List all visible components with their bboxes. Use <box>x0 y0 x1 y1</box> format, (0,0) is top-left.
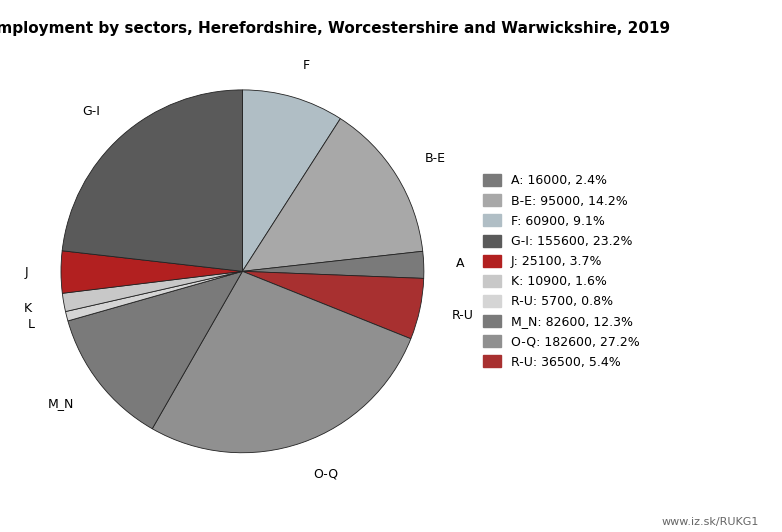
Wedge shape <box>242 119 423 271</box>
Wedge shape <box>68 271 242 429</box>
Text: B-E: B-E <box>425 152 445 165</box>
Text: M_N: M_N <box>48 397 74 410</box>
Wedge shape <box>242 90 340 271</box>
Wedge shape <box>61 251 242 293</box>
Text: J: J <box>25 265 28 279</box>
Text: Employment by sectors, Herefordshire, Worcestershire and Warwickshire, 2019: Employment by sectors, Herefordshire, Wo… <box>0 21 670 36</box>
Text: A: A <box>457 257 465 270</box>
Wedge shape <box>66 271 242 321</box>
Legend: A: 16000, 2.4%, B-E: 95000, 14.2%, F: 60900, 9.1%, G-I: 155600, 23.2%, J: 25100,: A: 16000, 2.4%, B-E: 95000, 14.2%, F: 60… <box>479 169 644 373</box>
Text: F: F <box>303 60 310 72</box>
Wedge shape <box>62 90 242 271</box>
Text: www.iz.sk/RUKG1: www.iz.sk/RUKG1 <box>661 517 759 527</box>
Text: G-I: G-I <box>82 105 100 118</box>
Text: K: K <box>23 302 31 314</box>
Wedge shape <box>242 251 424 278</box>
Wedge shape <box>152 271 411 453</box>
Wedge shape <box>63 271 242 312</box>
Text: O-Q: O-Q <box>313 467 338 480</box>
Text: L: L <box>28 318 35 331</box>
Text: R-U: R-U <box>452 310 474 322</box>
Wedge shape <box>242 271 424 339</box>
